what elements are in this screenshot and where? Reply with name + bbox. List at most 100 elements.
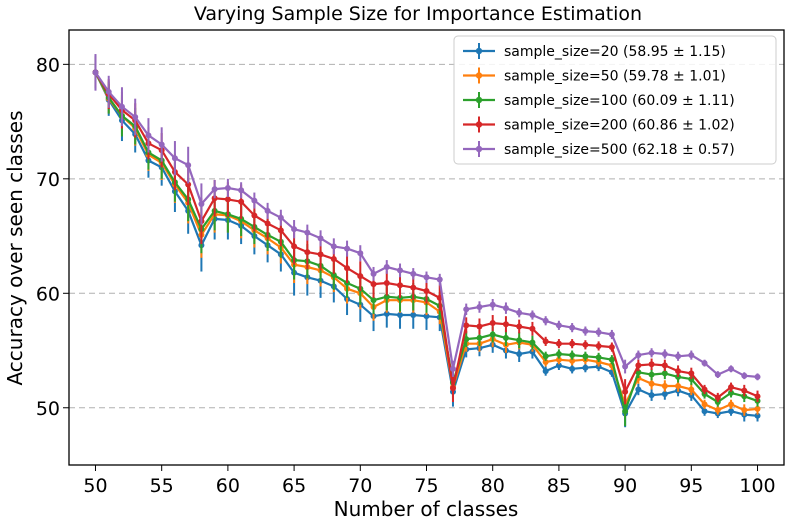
data-point [410,284,417,291]
data-point [622,388,629,395]
data-point [688,370,695,377]
x-tick-label: 50 [83,475,107,497]
data-point [728,365,735,372]
data-point [291,243,298,250]
data-point [476,323,483,330]
data-point [661,383,668,390]
data-point [383,293,390,300]
data-point [542,317,549,324]
data-point [741,407,748,414]
data-point [264,220,271,227]
data-point [516,323,523,330]
legend-entry: sample_size=200 (60.86 ± 1.02) [463,116,735,134]
data-point [330,255,337,262]
data-point [502,321,509,328]
data-point [185,162,192,169]
legend-swatch-marker [475,72,483,79]
data-point [423,313,430,320]
legend-box [453,35,777,165]
data-point [383,279,390,286]
data-point [397,282,404,289]
x-tick-label: 80 [481,475,505,497]
data-point [648,349,655,356]
legend-label: sample_size=200 (60.86 ± 1.02) [504,118,735,134]
data-point [251,212,258,219]
data-point [105,88,112,95]
y-axis-title: Accuracy over seen classes [3,110,27,385]
data-point [754,405,761,412]
data-point [449,365,456,372]
data-point [648,380,655,387]
data-point [542,358,549,365]
data-point [622,363,629,370]
data-point [463,306,470,313]
data-point [675,383,682,390]
data-point [728,408,735,415]
data-point [701,386,708,393]
data-point [502,305,509,312]
legend-entry: sample_size=20 (58.95 ± 1.15) [463,43,726,60]
data-point [449,385,456,392]
data-point [185,181,192,188]
data-point [489,320,496,327]
legend-swatch-marker [475,121,483,128]
data-point [648,392,655,399]
data-point [555,340,562,347]
chart-title: Varying Sample Size for Importance Estim… [194,3,642,25]
data-point [555,322,562,329]
series [92,54,761,381]
data-point [502,334,509,341]
data-point [397,312,404,319]
data-point [92,69,99,76]
data-point [383,310,390,317]
data-point [754,373,761,380]
data-point [489,301,496,308]
x-tick-label: 75 [414,475,438,497]
data-point [211,186,218,193]
data-point [555,356,562,363]
x-tick-label: 70 [348,475,372,497]
data-point [595,354,602,361]
data-point [595,342,602,349]
data-point [582,341,589,348]
y-tick-label: 50 [36,398,60,420]
data-point [370,270,377,277]
y-tick-label: 60 [36,283,60,305]
data-point [344,245,351,252]
data-point [542,353,549,360]
data-point [701,408,708,415]
x-tick-label: 95 [679,475,703,497]
data-point [582,364,589,371]
data-point [714,371,721,378]
series-layer [92,54,761,428]
data-point [224,196,231,203]
data-point [410,270,417,277]
data-point [701,401,708,408]
data-point [569,357,576,364]
axis-ticks: 50 60 70 80 50 55 60 65 70 75 80 85 90 95 100 [36,54,776,497]
data-point [542,368,549,375]
x-tick-label: 100 [739,475,775,497]
data-point [622,408,629,415]
data-point [224,184,231,191]
data-point [529,325,536,332]
data-point [330,271,337,278]
data-point [569,352,576,359]
data-point [714,394,721,401]
data-point [608,356,615,363]
data-point [661,362,668,369]
data-point [317,235,324,242]
data-point [728,389,735,396]
data-point [516,337,523,344]
data-point [357,250,364,257]
data-point [238,198,245,205]
data-point [741,387,748,394]
data-point [330,243,337,250]
data-point [728,384,735,391]
data-point [476,304,483,311]
y-tick-label: 80 [36,54,60,76]
legend-swatch-marker [475,145,483,153]
data-point [370,281,377,288]
legend-label: sample_size=50 (59.78 ± 1.01) [504,69,726,85]
